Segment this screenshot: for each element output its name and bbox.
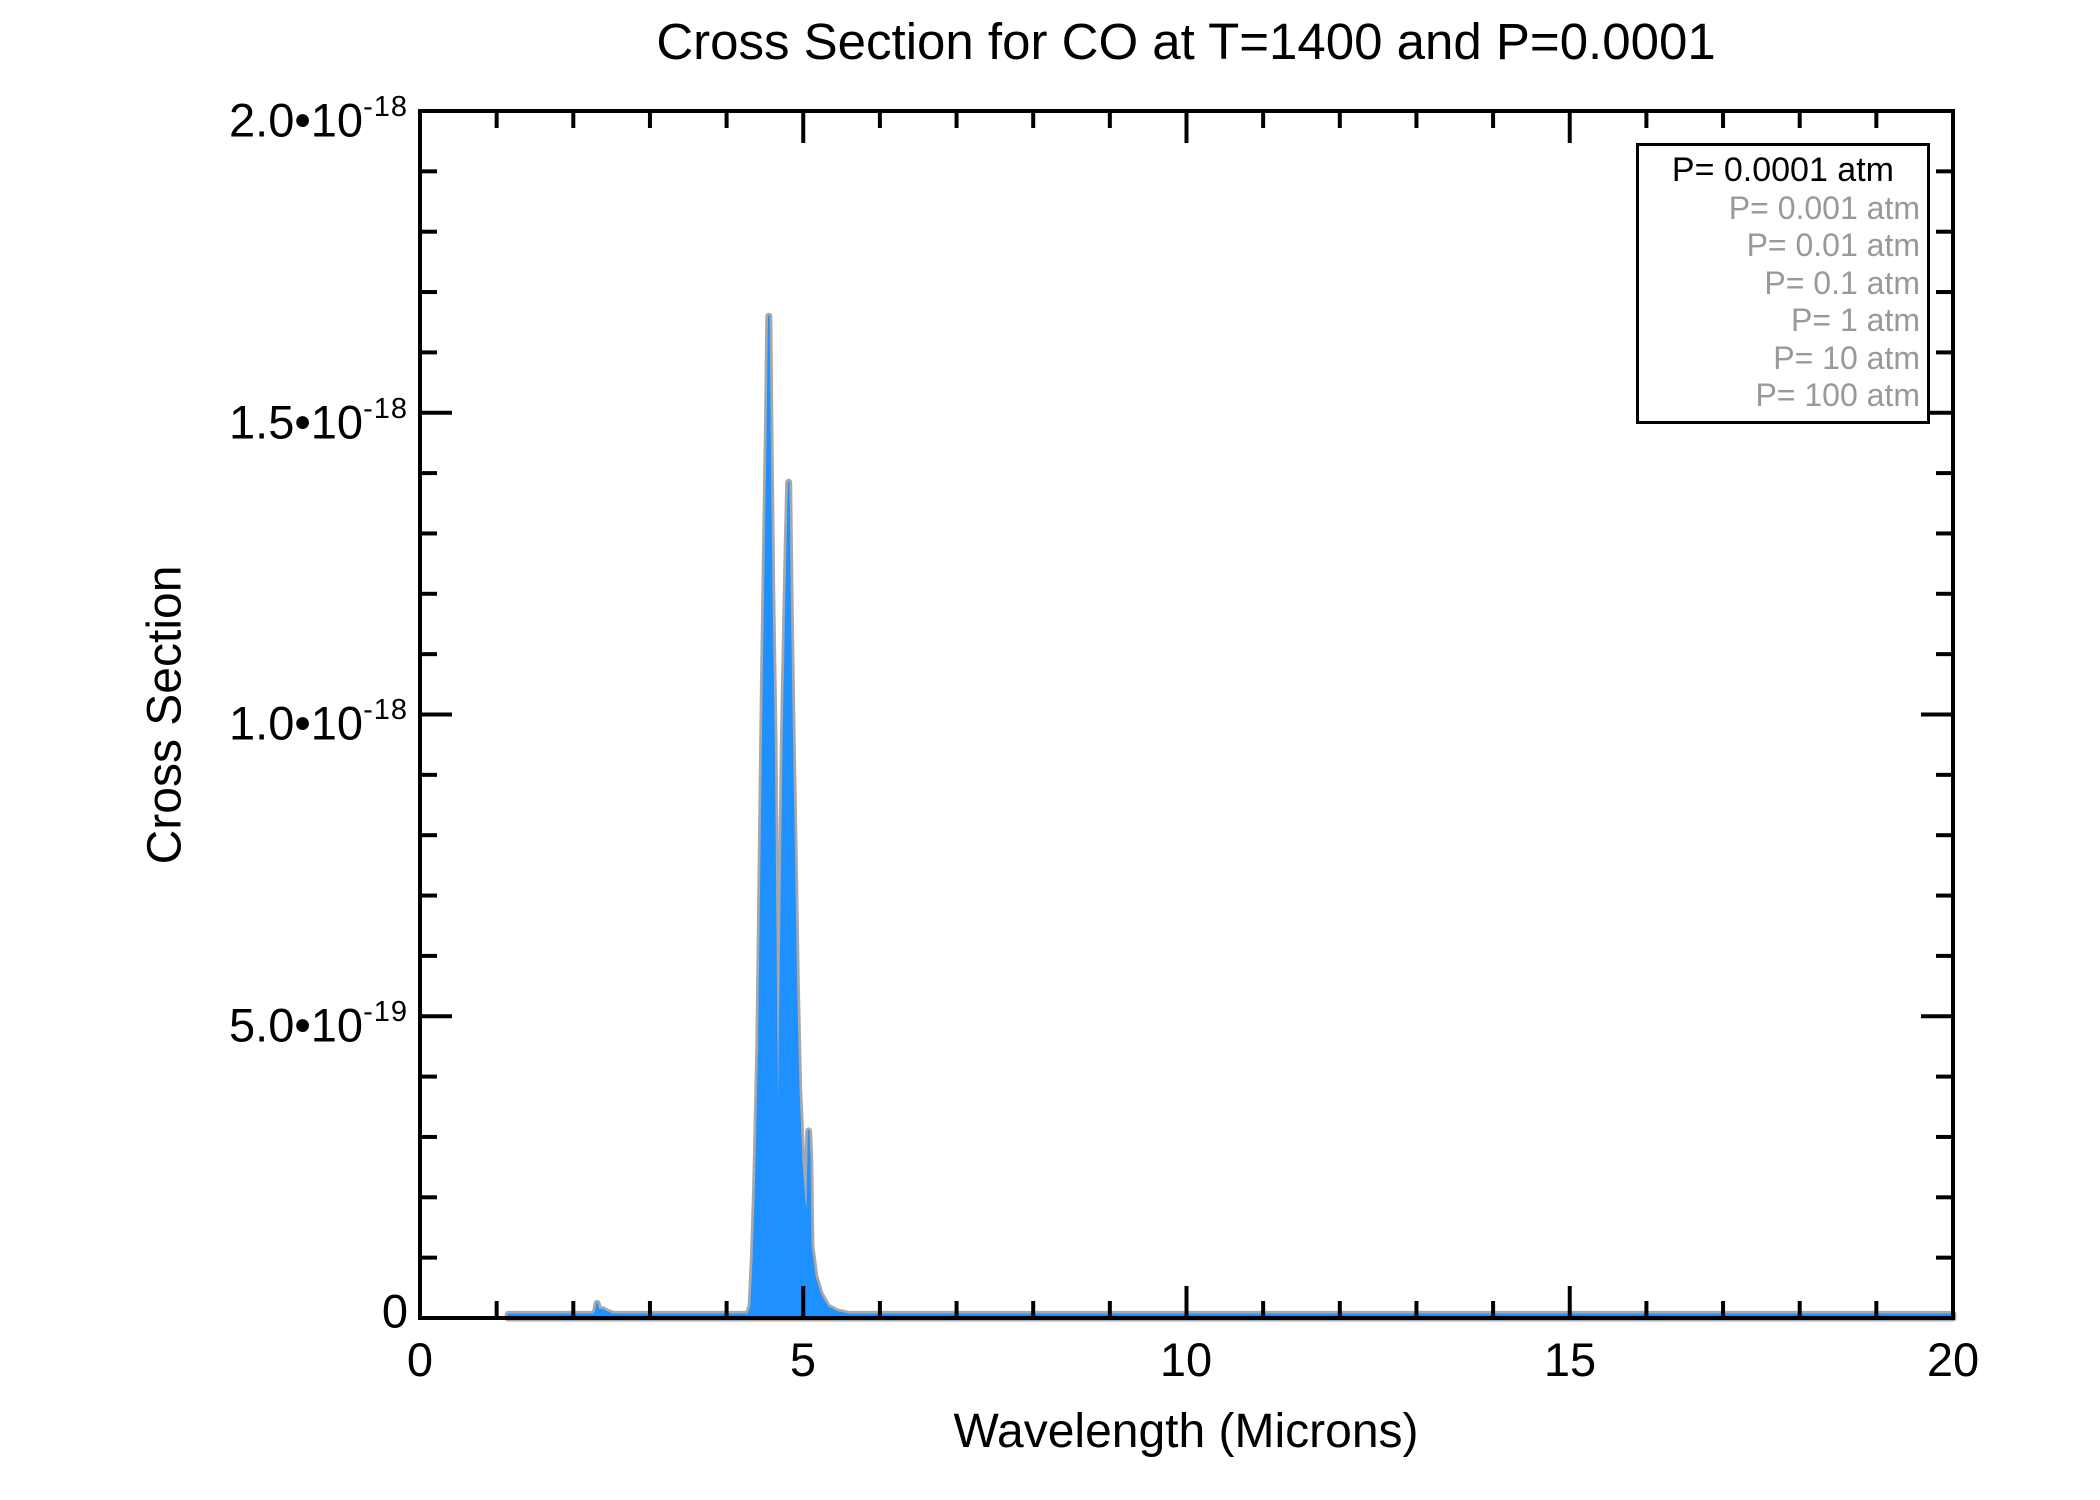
y-tick-label-1.5e-18: 1.5•10-18 (229, 393, 408, 449)
x-tick-label-20: 20 (1926, 1333, 1980, 1386)
axis-ticks (418, 109, 1955, 1320)
legend-item-p0.1atm: P= 0.1 atm (1764, 264, 1920, 301)
legend-item-p10atm: P= 10 atm (1773, 339, 1920, 376)
spectrum-area-curve (507, 315, 1954, 1319)
x-tick-label-0: 0 (406, 1333, 434, 1386)
y-axis-title: Cross Section (138, 565, 192, 865)
legend-item-p1atm: P= 1 atm (1791, 302, 1920, 339)
plot-frame-box (418, 109, 1955, 1320)
x-tick-label-5: 5 (789, 1333, 817, 1386)
legend-box: P= 0.0001 atm P= 0.001 atm P= 0.01 atm P… (1636, 143, 1930, 424)
legend-item-p0.001atm: P= 0.001 atm (1728, 189, 1920, 226)
legend-item-p0.01atm: P= 0.01 atm (1746, 227, 1920, 264)
legend-item-p0.0001atm: P= 0.0001 atm (1671, 151, 1894, 190)
x-tick-label-10: 10 (1159, 1333, 1213, 1386)
chart-title: Cross Section for CO at T=1400 and P=0.0… (656, 13, 1716, 70)
y-tick-label-1e-18: 1.0•10-18 (229, 694, 408, 750)
x-axis-title: Wavelength (Microns) (953, 1405, 1419, 1458)
spectrum-gray-backing-curve (504, 312, 1957, 1322)
y-tick-label-5e-19: 5.0•10-19 (229, 996, 408, 1052)
legend-item-p100atm: P= 100 atm (1755, 377, 1920, 414)
y-tick-label-2e-18: 2.0•10-18 (229, 91, 408, 147)
x-tick-label-15: 15 (1543, 1333, 1597, 1386)
y-tick-label-0: 0 (381, 1284, 408, 1338)
